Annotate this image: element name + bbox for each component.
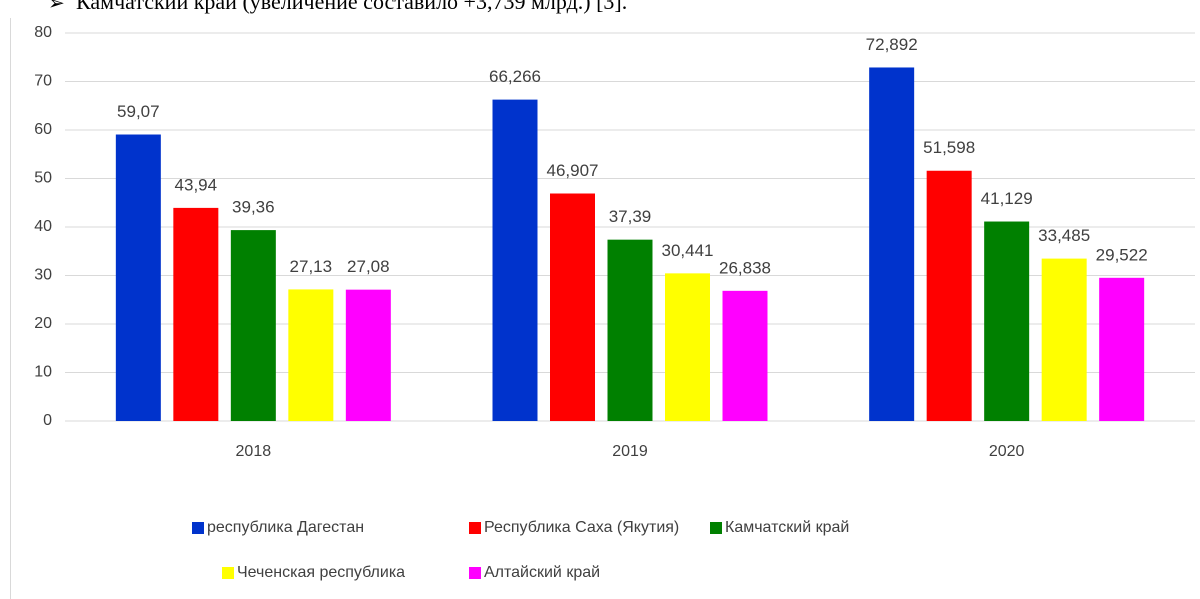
bar [173,207,219,421]
y-tick-label: 60 [34,121,52,138]
data-label: 27,08 [347,257,390,276]
bar [230,230,276,421]
y-tick-label: 10 [34,364,52,381]
y-tick-label: 40 [34,218,52,235]
bar [665,273,710,421]
legend-swatch [469,567,481,579]
data-label: 33,485 [1038,226,1090,245]
y-tick-label: 70 [34,73,52,90]
legend-swatch [222,567,234,579]
y-tick-label: 0 [43,412,52,429]
data-label: 46,907 [547,161,599,180]
bar [869,67,915,421]
bar [722,290,768,421]
bar [288,289,334,421]
legend-swatch [192,522,204,534]
bar [1041,258,1087,421]
bar [984,221,1030,421]
y-tick-label: 20 [34,315,52,332]
x-tick-label: 2018 [236,443,272,460]
x-tick-label: 2019 [612,443,648,460]
bar [115,134,161,421]
data-label: 59,07 [117,102,160,121]
bar [607,239,653,421]
bar [550,193,595,421]
data-label: 41,129 [981,189,1033,208]
legend-label: Алтайский край [484,564,600,581]
y-tick-label: 30 [34,267,52,284]
bar [345,289,391,421]
data-label: 37,39 [609,207,652,226]
data-label: 43,94 [175,175,218,194]
data-label: 26,838 [719,258,771,277]
bullet: ➢ [48,0,65,14]
legend-label: Республика Саха (Якутия) [484,519,679,536]
legend-label: республика Дагестан [207,519,364,536]
data-label: 29,522 [1096,245,1148,264]
data-label: 51,598 [923,138,975,157]
bar [926,170,972,421]
bar [1099,277,1145,421]
legend-label: Камчатский край [725,519,849,536]
legend-label: Чеченская республика [237,564,405,581]
data-label: 72,892 [866,35,918,54]
legend-swatch [710,522,722,534]
caption: Камчатский край (увеличение составило +3… [76,0,627,14]
y-tick-label: 80 [34,24,52,41]
y-tick-label: 50 [34,170,52,187]
data-label: 39,36 [232,198,275,217]
data-label: 30,441 [662,241,714,260]
data-label: 66,266 [489,67,541,86]
x-tick-label: 2020 [989,443,1025,460]
legend-swatch [469,522,481,534]
bar [492,99,538,422]
data-label: 27,13 [290,257,333,276]
